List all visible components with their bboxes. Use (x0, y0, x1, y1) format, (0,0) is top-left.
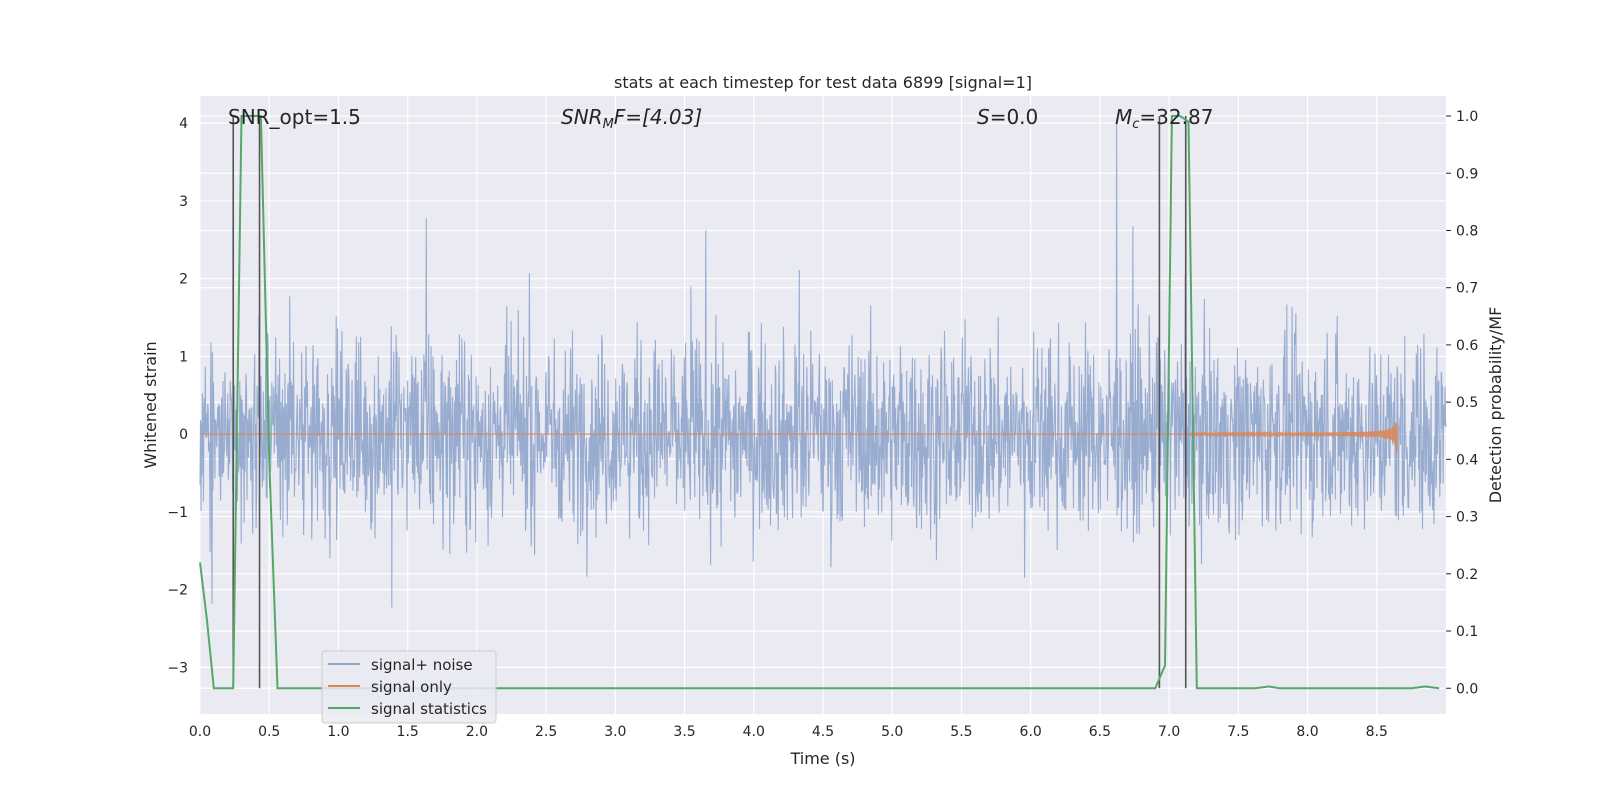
x-tick-label: 1.5 (397, 724, 419, 740)
x-tick-label: 2.5 (535, 724, 557, 740)
x-tick-label: 6.5 (1089, 724, 1111, 740)
right-y-tick-label: 0.7 (1456, 281, 1478, 297)
signal-noise-series (199, 123, 1447, 608)
signal-statistics-series (199, 115, 1440, 690)
legend: signal+ noise signal only signal statist… (321, 650, 497, 724)
mc-annotation: Mc=32.87 (1115, 105, 1213, 132)
right-y-tick-label: 0.3 (1456, 510, 1478, 526)
snr-mf-annotation: SNRMF=[4.03] (561, 105, 702, 132)
left-y-tick-label: 4 (179, 116, 188, 132)
x-tick-label: 1.0 (327, 724, 349, 740)
right-y-tick-label: 0.6 (1456, 338, 1478, 354)
right-y-tick-label: 0.9 (1456, 166, 1478, 182)
x-tick-label: 3.5 (673, 724, 695, 740)
right-y-tick-label: 0.8 (1456, 223, 1478, 239)
right-y-axis-label: Detection probability/MF (1486, 307, 1505, 504)
right-y-tick-label: 0.5 (1456, 395, 1478, 411)
x-tick-label: 0.0 (189, 724, 211, 740)
x-tick-label: 4.5 (812, 724, 834, 740)
legend-box (321, 650, 497, 724)
x-tick-label: 8.5 (1366, 724, 1388, 740)
x-tick-label: 7.5 (1227, 724, 1249, 740)
left-y-tick-label: 2 (179, 272, 188, 288)
left-y-axis-label: Whitened strain (141, 341, 160, 468)
right-y-tick-labels: 1.0 0.9 0.8 0.7 0.6 0.5 0.4 0.3 0.2 0.1 0.0 (1456, 109, 1478, 697)
x-tick-label: 2.0 (466, 724, 488, 740)
x-tick-label: 3.0 (604, 724, 626, 740)
left-y-tick-label: 1 (179, 349, 188, 365)
left-y-tick-label: −3 (167, 660, 188, 676)
legend-label-signal: signal only (371, 678, 452, 696)
right-y-tick-label: 1.0 (1456, 109, 1478, 125)
x-tick-label: 8.0 (1296, 724, 1318, 740)
chart-title: stats at each timestep for test data 689… (614, 73, 1032, 92)
signal-statistics-line (199, 115, 1440, 690)
detection-vertical-lines (232, 116, 1187, 689)
right-y-tick-label: 0.1 (1456, 624, 1478, 640)
right-y-tick-label: 0.0 (1456, 681, 1478, 697)
x-tick-label: 5.5 (950, 724, 972, 740)
signal-noise-line (199, 123, 1447, 608)
signal-only-series (200, 422, 1398, 453)
signal-only-line (200, 422, 1398, 453)
x-tick-label: 5.0 (881, 724, 903, 740)
right-y-tick-label: 0.2 (1456, 567, 1478, 583)
x-tick-label: 4.0 (743, 724, 765, 740)
x-axis-label: Time (s) (789, 749, 855, 768)
x-tick-label: 7.0 (1158, 724, 1180, 740)
s-annotation: S=0.0 (977, 105, 1038, 129)
x-tick-label: 0.5 (258, 724, 280, 740)
left-y-tick-labels: 4 3 2 1 0 −1 −2 −3 (167, 116, 188, 676)
left-y-tick-label: 3 (179, 194, 188, 210)
right-y-tick-label: 0.4 (1456, 452, 1478, 468)
left-y-tick-label: −1 (167, 505, 188, 521)
left-y-tick-label: −2 (167, 583, 188, 599)
legend-label-stats: signal statistics (371, 700, 487, 718)
x-tick-label: 6.0 (1020, 724, 1042, 740)
snr-opt-annotation: SNR_opt=1.5 (228, 105, 361, 129)
left-y-tick-label: 0 (179, 427, 188, 443)
legend-label-noise: signal+ noise (371, 656, 473, 674)
x-tick-labels: 0.0 0.5 1.0 1.5 2.0 2.5 3.0 3.5 4.0 4.5 5.0 5.5 6.0 6… (189, 724, 1388, 740)
